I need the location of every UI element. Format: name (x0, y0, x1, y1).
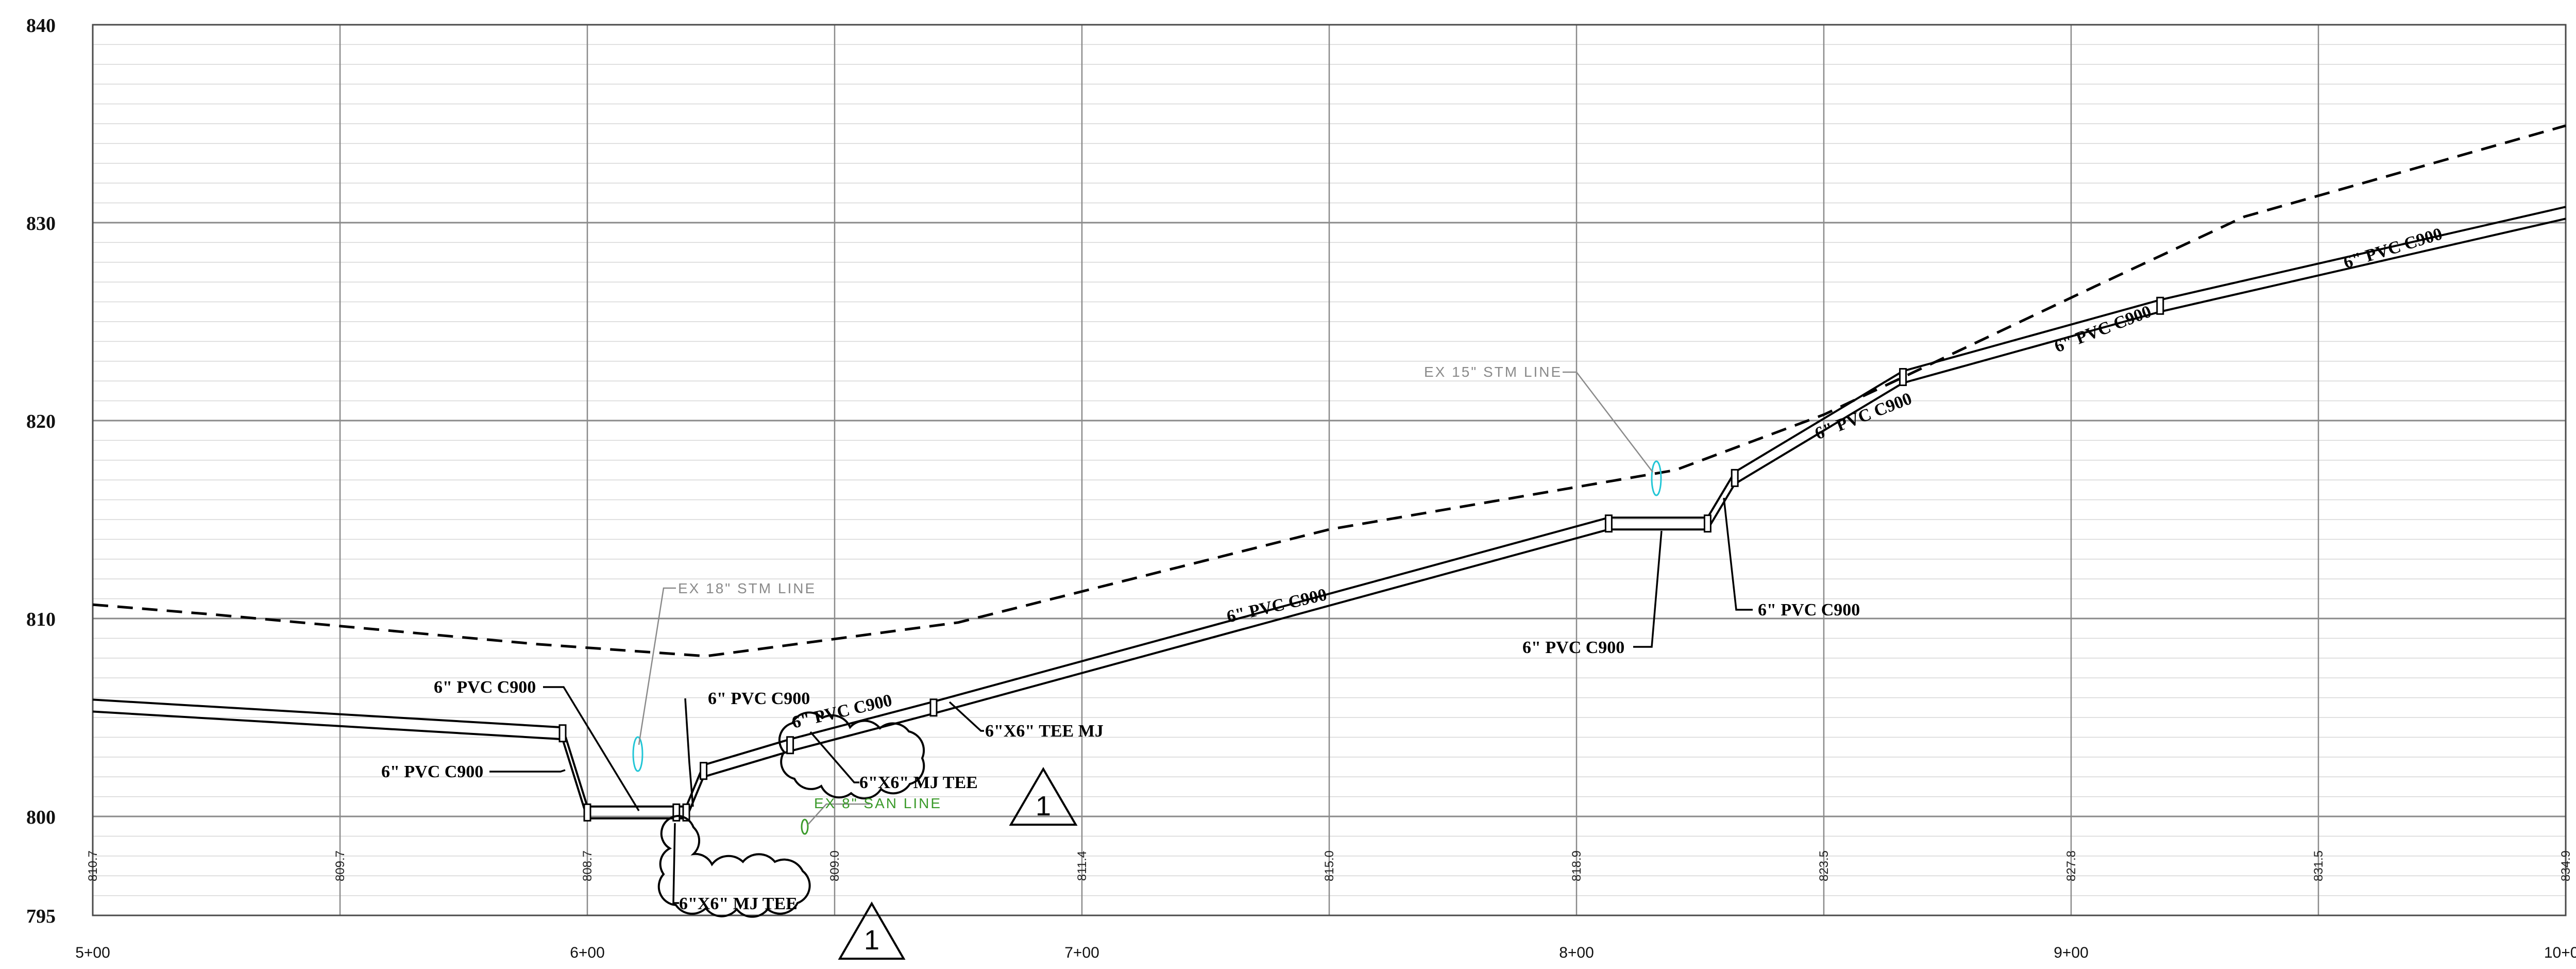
station-label: 8+00 (1559, 944, 1594, 961)
grade-elevation-label: 809.0 (828, 850, 842, 881)
existing-sanitary-8-label: EX 8" SAN LINE (814, 795, 942, 811)
elevation-axis-left: 840 830 820 810 800 795 (26, 15, 56, 927)
pipe-joint-marker (700, 762, 708, 780)
station-label: 6+00 (570, 944, 605, 961)
elevation-label-left: 840 (26, 15, 56, 37)
elevation-label-left: 800 (26, 807, 56, 828)
grade-elevation-label: 809.7 (333, 850, 347, 881)
pipe-joint-marker (786, 736, 794, 755)
revision-delta-1-upper: 1 (1009, 767, 1078, 826)
pipe-joint-marker (1899, 368, 1907, 387)
pipe-joint-marker (558, 724, 567, 743)
plot-frame (92, 24, 2567, 916)
grade-elevation-label: 831.5 (2312, 850, 2326, 881)
grade-elevation-label: 811.4 (1075, 851, 1089, 881)
grade-elevation-label: 827.8 (2064, 850, 2078, 881)
existing-storm-18-label: EX 18" STM LINE (678, 580, 816, 596)
pipe-joint-marker (583, 803, 591, 822)
grade-elevation-label: 810.7 (86, 850, 100, 881)
pipe-joint-marker (1731, 469, 1739, 487)
grade-elevation-label: 808.7 (581, 850, 595, 881)
elevation-label-left: 820 (26, 411, 56, 432)
revision-number: 1 (1036, 791, 1051, 822)
station-label: 9+00 (2054, 944, 2089, 961)
pipe-joints (558, 296, 2164, 822)
elevation-label-left: 830 (26, 213, 56, 235)
grade-elevation-label: 815.0 (1323, 850, 1336, 881)
pipe-joint-marker (929, 698, 938, 717)
pipe-label-6in-pvc: 6" PVC C900 (708, 689, 810, 708)
pipe-joint-marker (2156, 296, 2164, 315)
pipe-label-6in-pvc: 6" PVC C900 (381, 762, 483, 781)
pipe-label-6in-pvc: 6" PVC C900 (1522, 638, 1624, 657)
existing-storm-15-label: EX 15" STM LINE (1424, 364, 1562, 380)
pipe-label-6in-pvc: 6" PVC C900 (2052, 302, 2154, 357)
pipe-label-6in-pvc: 6" PVC C900 (1758, 600, 1860, 620)
pipe-joint-marker (1604, 514, 1613, 533)
grade-elevation-label: 834.9 (2559, 850, 2573, 881)
pipe-label-6in-pvc: 6" PVC C900 (434, 678, 536, 697)
existing-sanitary-8-crossing (801, 818, 809, 835)
revision-delta-1-lower: 1 (838, 901, 906, 960)
pipe-joint-marker (1703, 514, 1711, 533)
grade-elevation-row: 810.7 809.7 808.7 809.0 811.4 815.0 818.9 823.5… (86, 850, 2573, 881)
tee-label-upper: 6"X6" TEE MJ (985, 722, 1104, 741)
station-label: 10+00 (2544, 944, 2576, 961)
grade-elevation-label: 818.9 (1570, 850, 1584, 881)
pipe-joint-marker (672, 803, 681, 822)
station-axis: 5+00 6+00 7+00 8+00 9+00 10+00 (75, 944, 2576, 961)
tee-label-lower: 6"X6" MJ TEE (679, 894, 798, 913)
revision-cloud-upper (778, 711, 925, 799)
major-gridlines (92, 24, 2567, 915)
callout-leaders (489, 371, 1753, 904)
elevation-label-left: 810 (26, 609, 56, 630)
tee-label-mid: 6"X6" MJ TEE (859, 773, 978, 792)
existing-storm-15-crossing (1651, 460, 1662, 496)
grade-elevation-label: 823.5 (1817, 850, 1831, 881)
station-label: 7+00 (1064, 944, 1099, 961)
station-label: 5+00 (75, 944, 110, 961)
revision-number: 1 (864, 925, 879, 956)
elevation-label-left: 795 (26, 906, 56, 927)
revision-cloud-lower (657, 814, 811, 918)
existing-storm-18-crossing (632, 736, 643, 772)
pipe-label-6in-pvc: 6" PVC C900 (2342, 224, 2445, 272)
